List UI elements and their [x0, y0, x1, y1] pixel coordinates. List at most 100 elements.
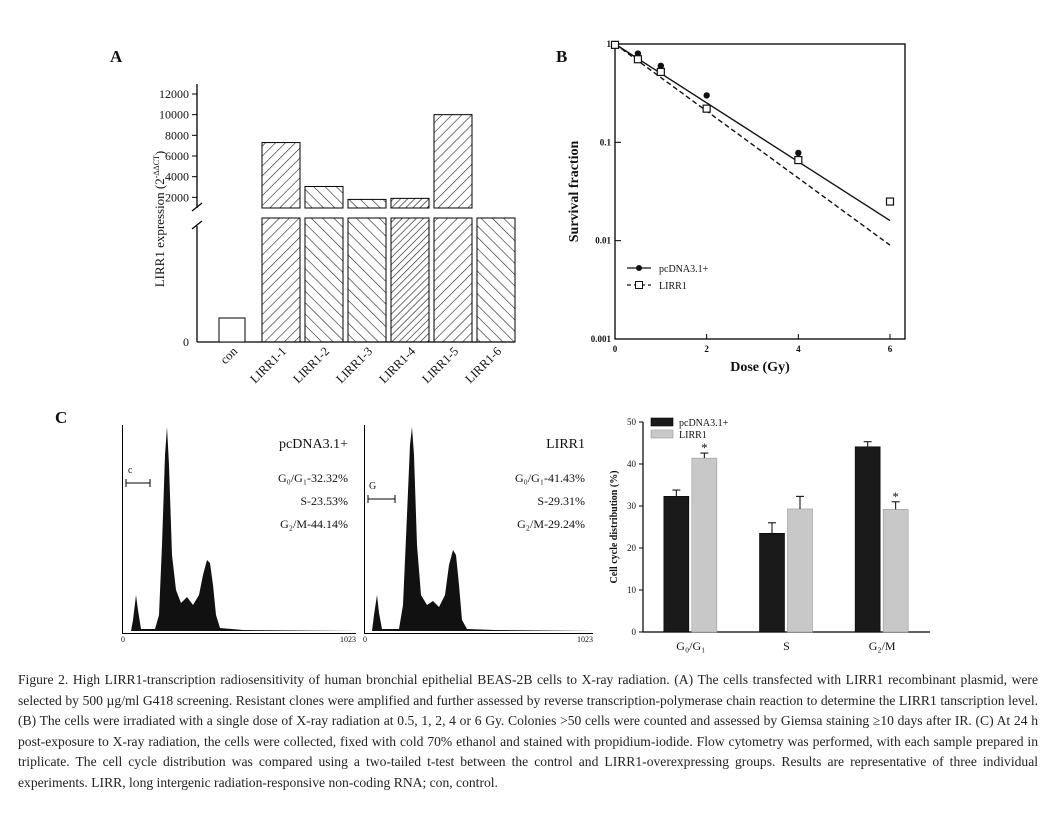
g0g1-percent: G₀/G₁-41.43% — [514, 471, 585, 485]
bar-lirr1-0 — [691, 457, 718, 633]
x-tick-label: G₂/M — [869, 639, 896, 653]
bar-lirr1-1 — [787, 508, 813, 633]
y-axis-label: Survival fraction — [567, 141, 582, 243]
histogram-curve — [367, 427, 593, 631]
histogram-title: LIRR1 — [546, 437, 585, 452]
x-tick-label: 0 — [613, 344, 618, 354]
legend-label-1: LIRR1 — [659, 281, 687, 292]
x-tick-label: LIRR1-5 — [419, 344, 461, 386]
gate-label: c — [128, 465, 133, 476]
y-tick-label: 8000 — [165, 128, 189, 142]
legend-label-0: pcDNA3.1+ — [659, 264, 709, 275]
fit-line-1 — [614, 43, 891, 246]
y-tick-label: 10 — [627, 585, 637, 595]
panel-b-label: B — [556, 47, 568, 66]
bar-lirr1-3-upper — [347, 198, 387, 209]
y-tick-label: 0 — [183, 335, 189, 349]
legend-label-0: pcDNA3.1+ — [679, 418, 729, 429]
point-lirr1 — [656, 67, 665, 77]
x-tick-label: 2 — [704, 344, 709, 354]
y-tick-label: 20 — [627, 543, 637, 553]
y-axis-label: LIRR1 expression (2-ΔΔCT) — [152, 151, 167, 288]
chart-a: 2000 4000 6000 8000 10000 12000 0 LIRR1 express… — [152, 84, 517, 386]
plot-frame — [614, 43, 906, 340]
x-tick-label: LIRR1-3 — [333, 344, 375, 386]
point-pcdna — [657, 62, 665, 70]
y-axis-label-close: ) — [152, 151, 167, 155]
bar-lirr1-4-lower — [390, 217, 430, 343]
g2m-percent: G₂/M-44.14% — [280, 517, 348, 531]
x-tick-label: LIRR1-4 — [376, 344, 418, 386]
bar-lirr1-2-lower — [304, 217, 344, 343]
x-tick-label: con — [217, 344, 240, 367]
significance-star: * — [892, 489, 899, 504]
y-tick-label: 30 — [627, 501, 637, 511]
figure-caption: Figure 2. High LIRR1-transcription radio… — [18, 672, 1038, 790]
y-axis-label-sup: -ΔΔCT — [152, 155, 161, 178]
point-lirr1 — [610, 40, 620, 49]
y-tick-label: 0.1 — [600, 137, 612, 147]
fit-line-0 — [614, 43, 891, 222]
point-lirr1 — [702, 104, 711, 113]
chart-b: 0 2 4 6 0.001 0.01 0.1 1 Dose (Gy) Survival fract… — [567, 39, 906, 375]
y-tick-label: 1 — [607, 39, 612, 49]
s-percent: S-29.31% — [537, 494, 585, 508]
y-tick-label: 12000 — [159, 87, 189, 101]
bar-lirr1-2-upper — [304, 185, 344, 209]
point-lirr1 — [794, 155, 803, 165]
axis-min: 0 — [363, 635, 367, 644]
x-tick-label: S — [783, 639, 790, 653]
x-tick-label: 4 — [796, 344, 801, 354]
y-tick-label: 0.001 — [591, 334, 612, 344]
axis-max: 1023 — [340, 635, 356, 644]
x-tick-label: G₀/G₁ — [676, 639, 705, 653]
axis-max: 1023 — [577, 635, 593, 644]
y-tick-label: 0.01 — [595, 236, 611, 246]
significance-star: * — [701, 440, 708, 455]
x-tick-label: LIRR1-1 — [247, 344, 289, 386]
histogram-pcdna: c pcDNA3.1+ G₀/G₁-32.32% S-23.53% G₂/M-4… — [121, 425, 356, 644]
bar-pcdna31-1 — [759, 533, 785, 633]
point-pcdna — [703, 92, 710, 99]
bar-lirr1-1-lower — [261, 217, 301, 343]
bar-lirr1-4-upper — [390, 197, 430, 209]
bar-pcdna31-0 — [663, 496, 690, 633]
point-lirr1 — [885, 197, 895, 206]
bar-lirr1-3-lower — [347, 217, 387, 343]
y-tick-label: 0 — [632, 627, 637, 637]
panel-a-label: A — [110, 47, 123, 66]
break-gap — [217, 209, 517, 217]
bar-lirr1-5-lower — [433, 217, 473, 343]
bar-lirr1-6-lower — [476, 217, 516, 343]
legend-swatch-0 — [650, 417, 674, 427]
y-tick-label: 50 — [627, 417, 637, 427]
x-tick-label: 6 — [888, 344, 893, 354]
y-tick-label: 40 — [627, 459, 637, 469]
x-axis-label: Dose (Gy) — [730, 360, 790, 375]
y-axis-label: Cell cycle distribution (%) — [609, 470, 620, 583]
bar-pcdna31-2 — [854, 446, 881, 633]
point-pcdna — [634, 50, 642, 57]
gate-label: G — [369, 481, 377, 492]
legend-swatch-1 — [650, 429, 674, 439]
legend-label-1: LIRR1 — [679, 430, 707, 441]
g2m-percent: G₂/M-29.24% — [517, 517, 585, 531]
axis-min: 0 — [121, 635, 125, 644]
axis-break-mark — [191, 202, 203, 212]
g0g1-percent: G₀/G₁-32.32% — [277, 471, 348, 485]
point-lirr1 — [633, 55, 643, 64]
y-tick-label: 10000 — [159, 108, 189, 122]
y-tick-label: 2000 — [165, 190, 189, 204]
chart-c: 0 10 20 30 40 50 Cell cycle distribution (%) * G… — [609, 417, 930, 653]
s-percent: S-23.53% — [300, 494, 348, 508]
bar-lirr1-2 — [882, 509, 909, 633]
point-pcdna — [795, 149, 802, 157]
histogram-plot — [125, 427, 356, 631]
histogram-plot — [367, 427, 593, 631]
y-tick-label: 4000 — [165, 170, 189, 184]
x-tick-label: LIRR1-6 — [462, 344, 504, 386]
histogram-lirr1: G LIRR1 G₀/G₁-41.43% S-29.31% G₂/M-29.24… — [363, 425, 593, 644]
bar-lirr1-5-upper — [433, 114, 473, 209]
x-tick-label: LIRR1-2 — [290, 344, 332, 386]
legend-marker-1 — [635, 281, 643, 289]
